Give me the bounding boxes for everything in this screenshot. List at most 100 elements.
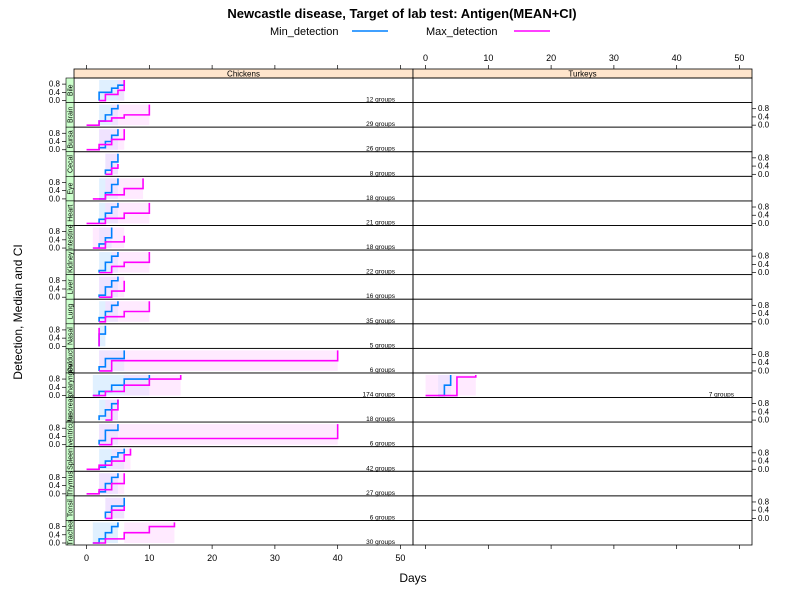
group-count: 6 groups bbox=[370, 367, 396, 374]
plot-area: Chickens Turkeys Bile Brain Bursa Cecal Eye Hea… bbox=[49, 53, 770, 563]
x-tick-label: 0 bbox=[84, 553, 89, 563]
x-tick-label: 10 bbox=[483, 53, 493, 63]
y-tick-label: 0.0 bbox=[758, 366, 770, 375]
y-tick-label: 0.8 bbox=[758, 350, 770, 359]
x-tick-label: 0 bbox=[423, 53, 428, 63]
y-tick-label: 0.8 bbox=[49, 424, 61, 433]
y-tick-label: 0.8 bbox=[758, 203, 770, 212]
row-panel-border bbox=[73, 323, 414, 349]
row-strip-label: Pancreas bbox=[68, 395, 75, 425]
row-strip-label: Tonsil bbox=[68, 499, 75, 517]
y-tick-label: 0.0 bbox=[49, 244, 61, 253]
min-detection-line bbox=[98, 202, 119, 224]
group-count: 35 groups bbox=[366, 318, 396, 325]
y-tick-label: 0.0 bbox=[758, 121, 770, 130]
row-strip-label: Bile bbox=[68, 84, 75, 96]
legend-label-min: Min_detection bbox=[270, 26, 339, 38]
group-count: 7 groups bbox=[709, 392, 735, 399]
min-detection-line bbox=[92, 374, 151, 397]
min-detection-line bbox=[98, 399, 119, 421]
row-panel-border bbox=[412, 520, 753, 546]
y-tick-label: 0.0 bbox=[758, 514, 770, 523]
max-ci-band bbox=[99, 424, 338, 445]
y-tick-label: 0.8 bbox=[758, 448, 770, 457]
y-tick-label: 0.4 bbox=[49, 432, 61, 441]
x-tick-label: 20 bbox=[207, 553, 217, 563]
y-tick-label: 0.4 bbox=[49, 88, 61, 97]
row-strip-label: Thymus bbox=[68, 471, 75, 496]
chart-title: Newcastle disease, Target of lab test: A… bbox=[227, 6, 576, 21]
row-strip-label: Proventriculus bbox=[68, 412, 75, 457]
max-detection-line bbox=[105, 399, 119, 421]
group-count: 18 groups bbox=[366, 244, 396, 251]
y-tick-label: 0.4 bbox=[49, 530, 61, 539]
y-tick-label: 0.8 bbox=[49, 227, 61, 236]
row-panel-border bbox=[412, 446, 753, 472]
y-tick-label: 0.0 bbox=[49, 194, 61, 203]
y-tick-label: 0.0 bbox=[49, 293, 61, 302]
y-tick-label: 0.0 bbox=[49, 489, 61, 498]
x-tick-label: 50 bbox=[395, 553, 405, 563]
panel-strip-label: Chickens bbox=[227, 70, 260, 79]
min-detection-line bbox=[98, 301, 119, 322]
min-detection-line bbox=[98, 129, 119, 150]
row-strip-label: Oviduct bbox=[68, 349, 75, 373]
y-tick-label: 0.8 bbox=[49, 129, 61, 138]
y-tick-label: 0.8 bbox=[758, 252, 770, 261]
group-count: 18 groups bbox=[366, 416, 396, 423]
row-panel-border bbox=[412, 274, 753, 300]
max-ci-band bbox=[111, 448, 131, 470]
row-strip-label: Nasal bbox=[68, 327, 75, 345]
y-tick-label: 0.4 bbox=[758, 309, 770, 318]
y-tick-label: 0.8 bbox=[49, 80, 61, 89]
min-detection-line bbox=[98, 424, 119, 445]
min-detection-line bbox=[98, 276, 119, 298]
row-panel-border bbox=[412, 175, 753, 202]
row-panel-border bbox=[412, 323, 753, 349]
legend: Min_detection Max_detection bbox=[270, 26, 550, 38]
row-strip-label: Cecal bbox=[68, 155, 75, 173]
row-strip-label: Trachea bbox=[68, 520, 75, 546]
min-detection-line bbox=[92, 522, 119, 544]
y-tick-label: 0.0 bbox=[758, 268, 770, 277]
row-strip-label: Kidney bbox=[68, 251, 75, 273]
row-panel-border bbox=[412, 347, 753, 374]
min-detection-line bbox=[98, 80, 126, 101]
x-tick-label: 40 bbox=[333, 553, 343, 563]
y-tick-label: 0.4 bbox=[49, 481, 61, 490]
x-tick-label: 40 bbox=[672, 53, 682, 63]
max-detection-line bbox=[92, 522, 176, 544]
y-tick-label: 0.8 bbox=[758, 104, 770, 113]
max-ci-band bbox=[124, 374, 181, 396]
y-tick-label: 0.8 bbox=[49, 178, 61, 187]
row-panel-border bbox=[73, 397, 414, 423]
row-panel-border bbox=[412, 102, 753, 128]
max-detection-line bbox=[99, 280, 126, 299]
x-tick-label: 20 bbox=[546, 53, 556, 63]
x-tick-label: 30 bbox=[609, 53, 619, 63]
group-count: 22 groups bbox=[366, 269, 396, 276]
max-detection-line bbox=[99, 424, 339, 446]
group-count: 29 groups bbox=[366, 121, 396, 128]
min-ci-band bbox=[99, 325, 106, 347]
group-count: 12 groups bbox=[366, 97, 396, 104]
row-panel-border bbox=[412, 298, 753, 325]
group-count: 18 groups bbox=[366, 195, 396, 202]
row-panel-border bbox=[412, 470, 753, 497]
max-detection-line bbox=[92, 178, 144, 200]
max-detection-line bbox=[92, 235, 126, 249]
group-count: 42 groups bbox=[366, 465, 396, 472]
y-tick-label: 0.0 bbox=[758, 219, 770, 228]
y-tick-label: 0.4 bbox=[758, 162, 770, 171]
max-ci-band bbox=[105, 497, 125, 519]
row-strip-label: Bursa bbox=[68, 130, 75, 148]
max-detection-line bbox=[105, 164, 119, 176]
row-strip-label: Liver bbox=[68, 279, 75, 295]
group-count: 8 groups bbox=[370, 170, 396, 177]
y-axis-label: Detection, Median and CI bbox=[11, 244, 25, 379]
y-tick-label: 0.8 bbox=[49, 375, 61, 384]
legend-label-max: Max_detection bbox=[426, 26, 498, 38]
max-detection-line bbox=[86, 202, 151, 225]
max-detection-line bbox=[99, 301, 151, 323]
